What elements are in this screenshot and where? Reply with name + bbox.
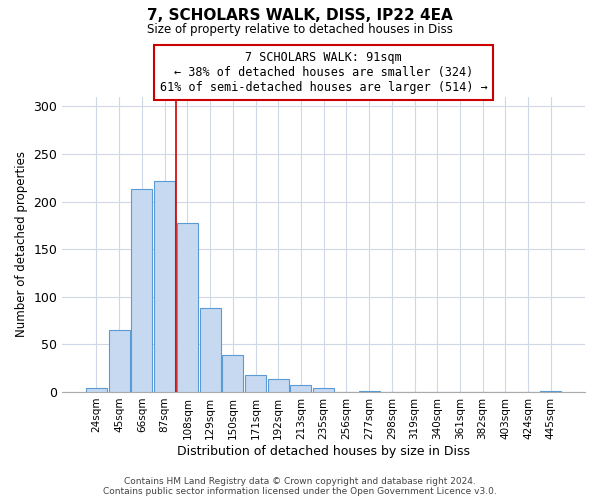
Y-axis label: Number of detached properties: Number of detached properties (15, 152, 28, 338)
Bar (223, 355, 243, 392)
Bar (154, 180, 175, 392)
Bar (177, 224, 198, 392)
Bar (541, 391, 561, 392)
Bar (86, 388, 107, 392)
Bar (245, 375, 266, 392)
Bar (268, 378, 289, 392)
Bar (109, 330, 130, 392)
Bar (359, 391, 380, 392)
Bar (131, 189, 152, 392)
Text: Contains HM Land Registry data © Crown copyright and database right 2024.
Contai: Contains HM Land Registry data © Crown c… (103, 476, 497, 496)
Text: 7, SCHOLARS WALK, DISS, IP22 4EA: 7, SCHOLARS WALK, DISS, IP22 4EA (147, 8, 453, 22)
Bar (200, 308, 221, 392)
X-axis label: Distribution of detached houses by size in Diss: Distribution of detached houses by size … (177, 444, 470, 458)
Text: 7 SCHOLARS WALK: 91sqm
← 38% of detached houses are smaller (324)
61% of semi-de: 7 SCHOLARS WALK: 91sqm ← 38% of detached… (160, 51, 488, 94)
Bar (290, 386, 311, 392)
Bar (313, 388, 334, 392)
Text: Size of property relative to detached houses in Diss: Size of property relative to detached ho… (147, 22, 453, 36)
